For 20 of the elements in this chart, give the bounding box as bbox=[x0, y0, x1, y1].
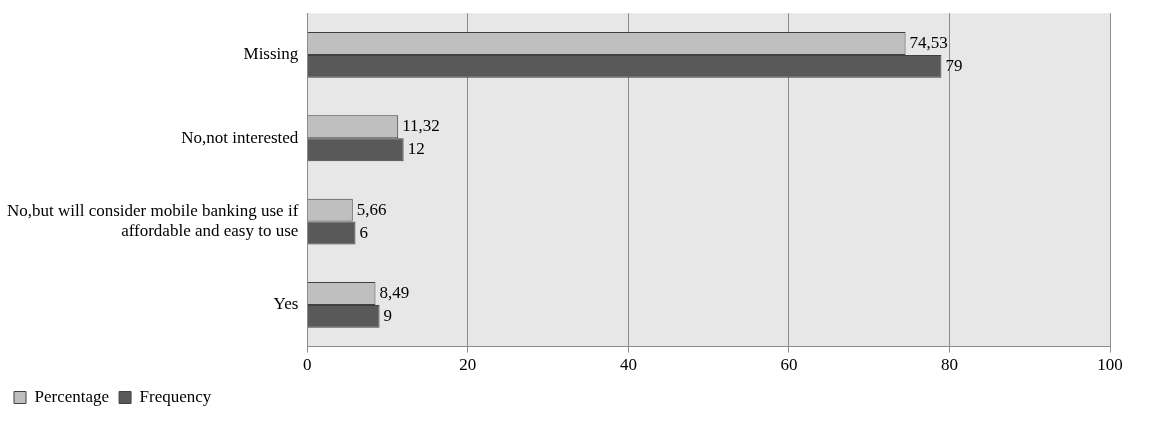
y-tick-label: No,not interested bbox=[181, 127, 299, 147]
x-tick-label: 40 bbox=[619, 355, 637, 375]
data-label: 11,32 bbox=[402, 116, 440, 136]
data-label: 5,66 bbox=[356, 199, 387, 219]
data-label: 8,49 bbox=[379, 282, 410, 302]
y-tick-label: Yes bbox=[273, 294, 299, 314]
x-tick-label: 100 bbox=[1097, 355, 1123, 375]
x-tick-label: 20 bbox=[459, 355, 477, 375]
data-label: 79 bbox=[945, 55, 963, 75]
x-tick-label: 0 bbox=[303, 355, 312, 375]
data-label: 9 bbox=[383, 305, 393, 325]
y-tick-label: Missing bbox=[243, 44, 299, 64]
y-tick-label: No,but will consider mobile banking use if affordable and easy to use bbox=[6, 200, 299, 241]
x-tick-label: 80 bbox=[940, 355, 958, 375]
legend-label: Frequency bbox=[139, 386, 212, 406]
x-tick-label: 60 bbox=[780, 355, 798, 375]
data-label: 74,53 bbox=[909, 32, 948, 52]
data-label: 6 bbox=[359, 222, 368, 242]
legend-label: Percentage bbox=[34, 386, 110, 406]
data-label: 12 bbox=[407, 139, 425, 159]
